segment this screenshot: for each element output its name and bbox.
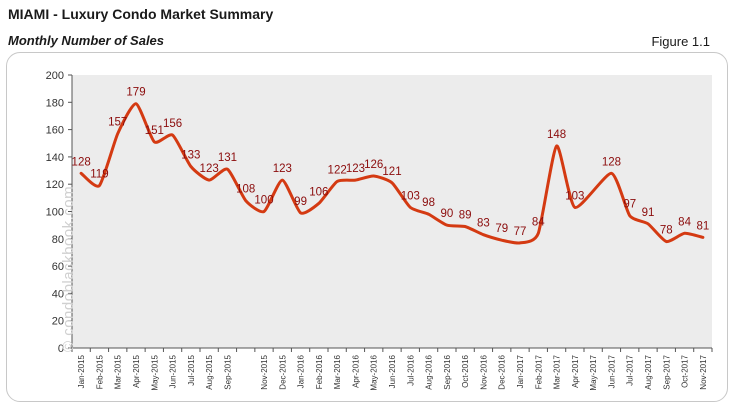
- x-tick-label: Nov-2016: [479, 354, 488, 389]
- data-label: 103: [401, 190, 420, 202]
- y-tick-label: 60: [52, 261, 64, 273]
- y-tick-label: 140: [46, 152, 64, 164]
- y-tick-label: 0: [58, 343, 64, 355]
- x-tick-label: Feb-2016: [315, 354, 324, 389]
- data-label: 119: [90, 169, 108, 181]
- x-tick-label: Sep-2017: [662, 354, 671, 389]
- data-label: 148: [547, 129, 566, 141]
- data-label: 99: [294, 196, 307, 208]
- data-label: 151: [145, 125, 164, 137]
- x-tick-label: Nov-2017: [699, 354, 708, 389]
- x-tick-label: Sep-2016: [443, 354, 452, 389]
- data-label: 128: [72, 156, 91, 168]
- x-tick-label: Sep-2015: [223, 354, 232, 389]
- data-label: 133: [181, 149, 200, 161]
- x-tick-label: Jan-2016: [297, 354, 306, 388]
- x-tick-label: Apr-2016: [351, 354, 360, 387]
- data-label: 83: [477, 218, 490, 230]
- figure-label: Figure 1.1: [651, 34, 710, 49]
- plot-area: [72, 75, 712, 348]
- data-label: 91: [642, 207, 655, 219]
- data-labels: 1281191571791511561331231311081001239910…: [72, 87, 710, 238]
- series-line: [79, 102, 705, 245]
- x-tick-label: Nov-2015: [260, 354, 269, 389]
- data-label: 123: [200, 163, 219, 175]
- x-tick-label: Oct-2016: [461, 354, 470, 387]
- x-tick-label: Mar-2015: [114, 354, 123, 389]
- x-tick-label: May-2017: [589, 354, 598, 390]
- x-tick-label: Jan-2017: [516, 354, 525, 388]
- y-tick-label: 100: [46, 207, 64, 219]
- data-label: 128: [602, 156, 621, 168]
- data-label: 106: [309, 186, 328, 198]
- data-label: 90: [440, 208, 453, 220]
- x-tick-label: Jun-2015: [169, 354, 178, 388]
- x-tick-label: Feb-2017: [534, 354, 543, 389]
- x-tick-label: May-2015: [150, 354, 159, 390]
- y-tick-label: 40: [52, 288, 64, 300]
- y-tick-label: 180: [46, 97, 64, 109]
- x-tick-label: Apr-2015: [132, 354, 141, 387]
- data-label: 103: [565, 190, 584, 202]
- watermark: © condoblackbook.com: [60, 185, 77, 352]
- data-label: 121: [382, 166, 401, 178]
- y-tick-label: 80: [52, 234, 64, 246]
- x-tick-label: Dec-2015: [278, 354, 287, 389]
- x-tick-label: Aug-2016: [425, 354, 434, 389]
- data-label: 179: [126, 87, 145, 99]
- y-tick-label: 20: [52, 316, 64, 328]
- y-tick-label: 200: [46, 70, 64, 82]
- chart-title: MIAMI - Luxury Condo Market Summary: [8, 6, 274, 22]
- data-label: 84: [532, 216, 545, 228]
- data-label: 79: [495, 223, 508, 235]
- data-label: 131: [218, 152, 237, 164]
- x-tick-label: Aug-2017: [644, 354, 653, 389]
- y-tick-label: 120: [46, 179, 64, 191]
- data-label: 122: [328, 164, 347, 176]
- data-label: 156: [163, 118, 182, 130]
- data-label: 157: [108, 117, 127, 129]
- data-label: 123: [346, 163, 365, 175]
- y-tick-label: 160: [46, 125, 64, 137]
- x-tick-label: Jun-2016: [388, 354, 397, 388]
- chart-subtitle: Monthly Number of Sales: [8, 33, 165, 48]
- data-label: 89: [459, 210, 472, 222]
- y-axis: 0 20 40 60 80 100 120 140 160 180 200: [46, 70, 73, 355]
- x-tick-label: Jan-2015: [77, 354, 86, 388]
- data-label: 77: [514, 226, 527, 238]
- x-tick-label: Mar-2016: [333, 354, 342, 389]
- data-label: 123: [273, 163, 292, 175]
- x-tick-label: Mar-2017: [553, 354, 562, 389]
- data-label: 81: [696, 220, 709, 232]
- data-label: 78: [660, 225, 673, 237]
- x-tick-label: Jul-2015: [187, 354, 196, 385]
- x-tick-label: Oct-2017: [681, 354, 690, 387]
- data-label: 98: [422, 197, 435, 209]
- x-tick-label: Apr-2017: [571, 354, 580, 387]
- x-tick-label: Dec-2016: [498, 354, 507, 389]
- data-label: 84: [678, 216, 691, 228]
- x-tick-label: Jul-2016: [406, 354, 415, 385]
- x-tick-label: Jul-2017: [626, 354, 635, 385]
- data-label: 97: [623, 199, 636, 211]
- data-label: 100: [254, 195, 273, 207]
- x-axis: Jan-2015 Feb-2015 Mar-2015 Apr-2015 May-2015…: [71, 347, 713, 391]
- data-label: 126: [364, 159, 383, 171]
- data-label: 108: [236, 184, 255, 196]
- x-tick-label: Jun-2017: [607, 354, 616, 388]
- x-tick-label: Feb-2015: [95, 354, 104, 389]
- x-tick-label: Aug-2015: [205, 354, 214, 389]
- x-tick-label: May-2016: [370, 354, 379, 390]
